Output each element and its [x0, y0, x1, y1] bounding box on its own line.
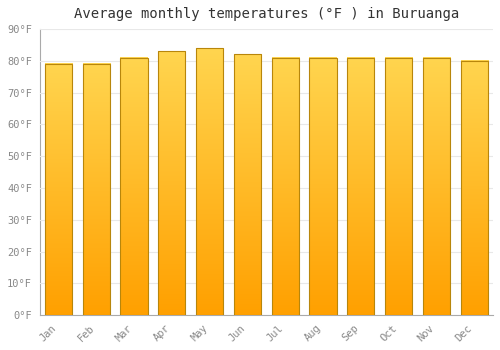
Bar [460, 61, 488, 315]
Bar [310, 58, 336, 315]
Bar [196, 48, 223, 315]
Bar [347, 58, 374, 315]
Bar [385, 58, 412, 315]
Title: Average monthly temperatures (°F ) in Buruanga: Average monthly temperatures (°F ) in Bu… [74, 7, 459, 21]
Bar [234, 55, 261, 315]
Bar [120, 58, 148, 315]
Bar [158, 51, 186, 315]
Bar [272, 58, 299, 315]
Bar [45, 64, 72, 315]
Bar [82, 64, 110, 315]
Bar [423, 58, 450, 315]
